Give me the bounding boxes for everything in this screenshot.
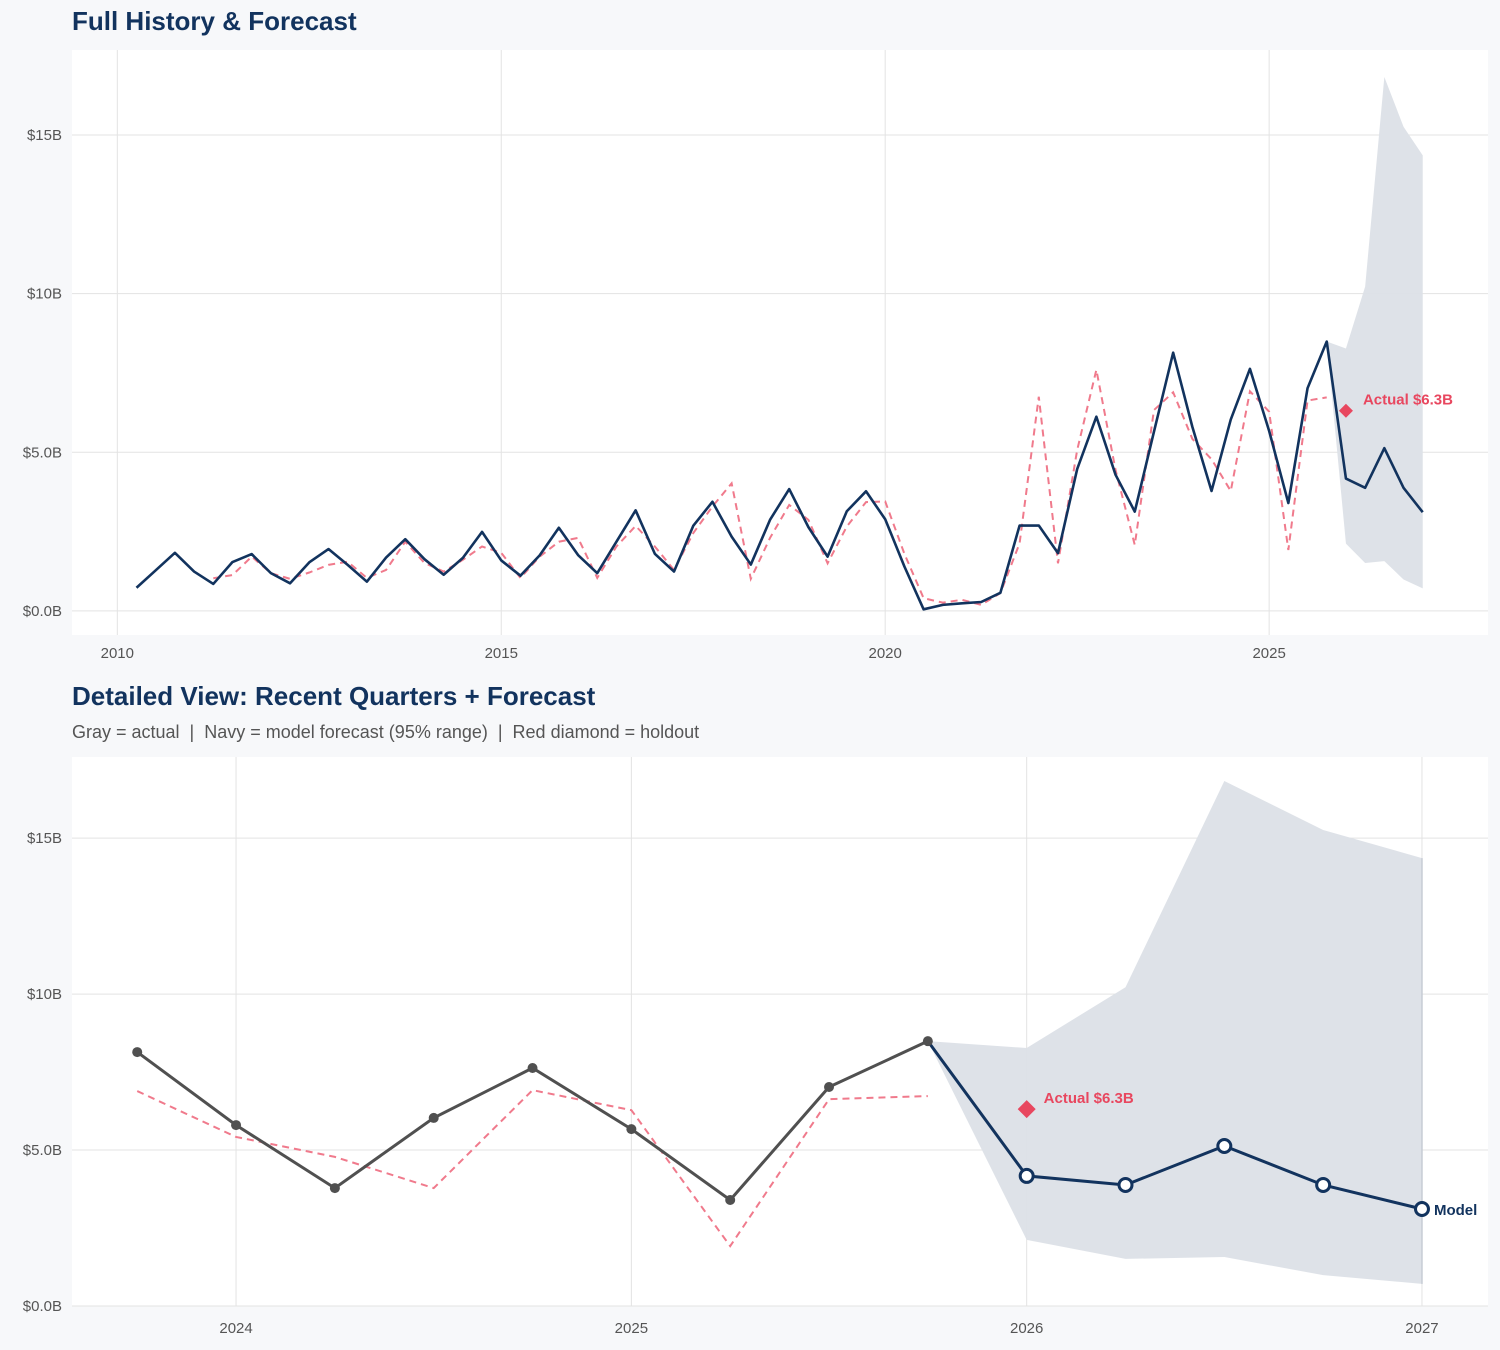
actual-point bbox=[824, 1082, 835, 1093]
x-tick-label: 2010 bbox=[101, 645, 134, 662]
x-tick-label: 2024 bbox=[219, 1320, 252, 1337]
actual-point bbox=[527, 1062, 538, 1073]
holdout-label: Actual $6.3B bbox=[1363, 392, 1453, 409]
x-tick-label: 2025 bbox=[615, 1320, 648, 1337]
actual-point bbox=[922, 1036, 933, 1047]
forecast-point bbox=[1117, 1176, 1134, 1193]
x-tick-label: 2015 bbox=[485, 645, 518, 662]
forecast-line bbox=[926, 1040, 1423, 1211]
actual-point bbox=[725, 1194, 736, 1205]
forecast-point bbox=[1018, 1167, 1035, 1184]
plot-area bbox=[72, 50, 1488, 635]
y-tick-label: $5.0B bbox=[23, 444, 62, 461]
actual-forecast-line bbox=[135, 340, 1424, 611]
actual-point bbox=[231, 1120, 242, 1131]
actual-point bbox=[626, 1124, 637, 1135]
y-tick-label: $0.0B bbox=[23, 1298, 62, 1315]
chart-title-detailed-view: Detailed View: Recent Quarters + Forecas… bbox=[72, 681, 596, 711]
forecast-point bbox=[1315, 1176, 1332, 1193]
x-tick-label: 2025 bbox=[1252, 645, 1285, 662]
actual-point bbox=[428, 1112, 439, 1123]
y-tick-label: $10B bbox=[27, 286, 62, 303]
forecast-95-band bbox=[1326, 76, 1423, 589]
actual-point bbox=[132, 1047, 143, 1058]
x-tick-label: 2027 bbox=[1405, 1320, 1438, 1337]
detailed-chart: $0.0B $5.0B $10B $15B 2024 2025 2026 2027 Model A… bbox=[23, 757, 1488, 1337]
y-tick-label: $15B bbox=[27, 127, 62, 144]
holdout-diamond bbox=[1017, 1100, 1036, 1119]
chart-subtitle: Gray = actual | Navy = model forecast (9… bbox=[72, 722, 700, 742]
x-tick-label: 2026 bbox=[1010, 1320, 1043, 1337]
forecast-95-band bbox=[927, 781, 1422, 1284]
history-chart: $0.0B $5.0B $10B $15B 2010 2015 2020 2025 Actual… bbox=[23, 50, 1488, 662]
y-tick-label: $10B bbox=[27, 986, 62, 1003]
forecast-point bbox=[1216, 1137, 1233, 1154]
y-tick-label: $15B bbox=[27, 830, 62, 847]
y-tick-label: $0.0B bbox=[23, 603, 62, 620]
model-label: Model bbox=[1434, 1202, 1477, 1219]
fitted-line bbox=[213, 369, 1327, 606]
forecast-point bbox=[1413, 1200, 1430, 1217]
holdout-diamond bbox=[1338, 403, 1353, 418]
x-tick-label: 2020 bbox=[869, 645, 902, 662]
holdout-label: Actual $6.3B bbox=[1044, 1090, 1134, 1107]
actual-point bbox=[329, 1183, 340, 1194]
chart-title-full-history: Full History & Forecast bbox=[72, 6, 357, 36]
y-tick-label: $5.0B bbox=[23, 1142, 62, 1159]
